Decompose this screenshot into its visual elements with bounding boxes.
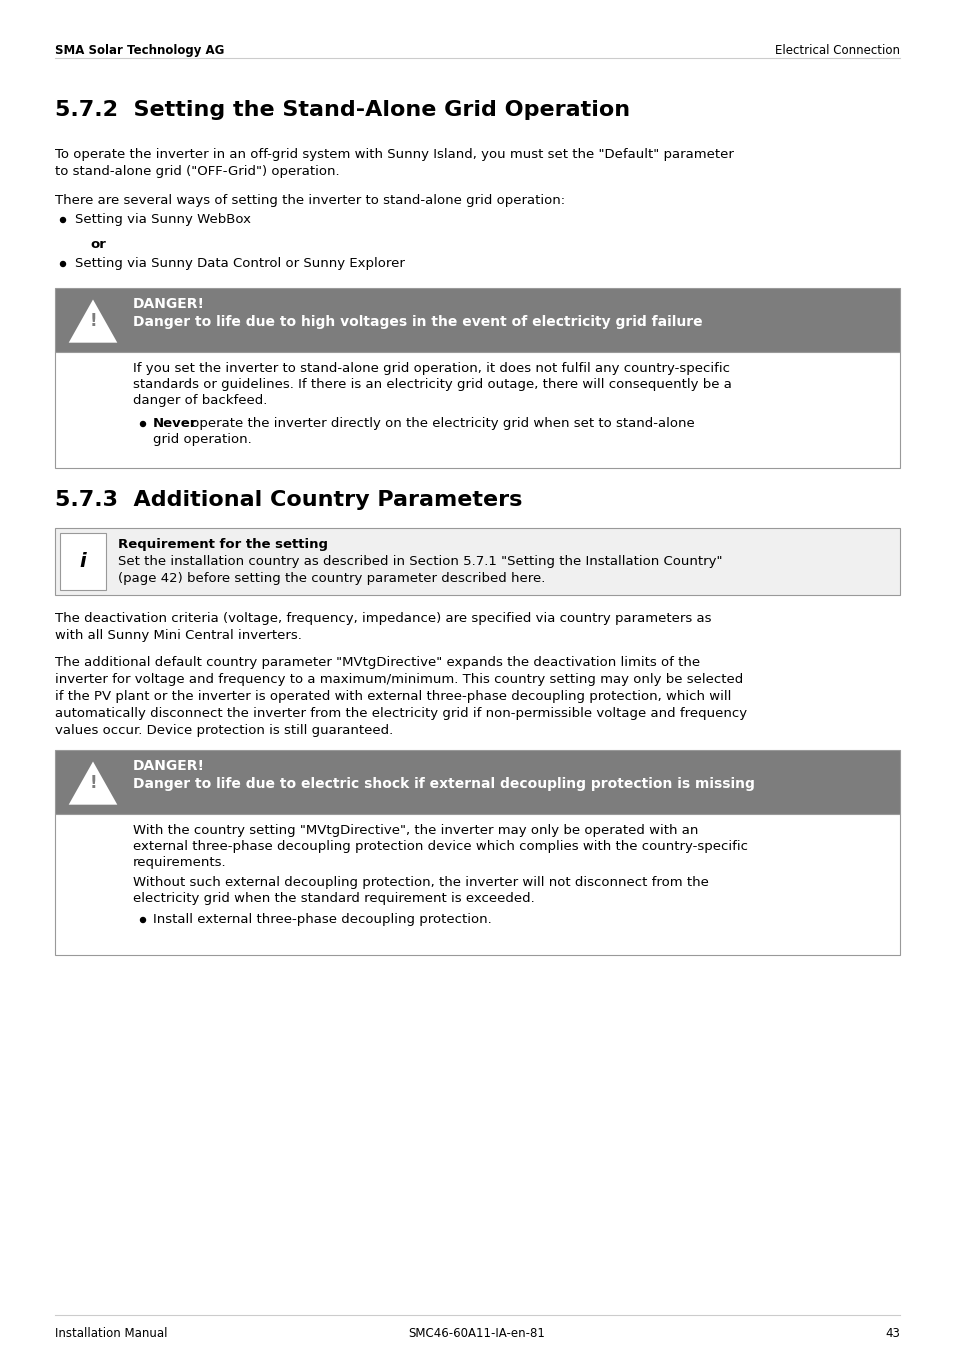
Circle shape [60, 218, 66, 223]
Text: electricity grid when the standard requirement is exceeded.: electricity grid when the standard requi… [132, 892, 535, 904]
Text: DANGER!: DANGER! [132, 297, 205, 311]
Text: Installation Manual: Installation Manual [55, 1328, 168, 1340]
Text: Never: Never [152, 416, 197, 430]
Circle shape [140, 918, 146, 922]
Text: (page 42) before setting the country parameter described here.: (page 42) before setting the country par… [118, 572, 545, 585]
Text: Set the installation country as described in Section 5.7.1 "Setting the Installa: Set the installation country as describe… [118, 556, 721, 568]
Text: DANGER!: DANGER! [132, 758, 205, 773]
Text: !: ! [89, 773, 96, 792]
Text: SMC46-60A11-IA-en-81: SMC46-60A11-IA-en-81 [408, 1328, 545, 1340]
Text: standards or guidelines. If there is an electricity grid outage, there will cons: standards or guidelines. If there is an … [132, 379, 731, 391]
Bar [60, 533, 106, 589]
Text: values occur. Device protection is still guaranteed.: values occur. Device protection is still… [55, 725, 393, 737]
Text: external three-phase decoupling protection device which complies with the countr: external three-phase decoupling protecti… [132, 840, 747, 853]
Text: 43: 43 [884, 1328, 899, 1340]
Polygon shape [69, 761, 117, 804]
Circle shape [60, 261, 66, 266]
Text: i: i [80, 552, 86, 571]
Text: automatically disconnect the inverter from the electricity grid if non-permissib: automatically disconnect the inverter fr… [55, 707, 746, 721]
Text: Setting via Sunny WebBox: Setting via Sunny WebBox [75, 214, 251, 226]
Text: or: or [90, 238, 106, 251]
Bar [55, 352, 899, 468]
Text: Electrical Connection: Electrical Connection [774, 45, 899, 57]
Text: Install external three-phase decoupling protection.: Install external three-phase decoupling … [152, 913, 491, 926]
Text: With the country setting "MVtgDirective", the inverter may only be operated with: With the country setting "MVtgDirective"… [132, 823, 698, 837]
Text: 5.7.2  Setting the Stand-Alone Grid Operation: 5.7.2 Setting the Stand-Alone Grid Opera… [55, 100, 630, 120]
Text: Danger to life due to electric shock if external decoupling protection is missin: Danger to life due to electric shock if … [132, 777, 754, 791]
Text: to stand-alone grid ("OFF-Grid") operation.: to stand-alone grid ("OFF-Grid") operati… [55, 165, 339, 178]
Text: There are several ways of setting the inverter to stand-alone grid operation:: There are several ways of setting the in… [55, 193, 564, 207]
Bar [55, 529, 899, 595]
Bar [55, 288, 899, 352]
Text: operate the inverter directly on the electricity grid when set to stand-alone: operate the inverter directly on the ele… [187, 416, 694, 430]
Text: The deactivation criteria (voltage, frequency, impedance) are specified via coun: The deactivation criteria (voltage, freq… [55, 612, 711, 625]
Text: The additional default country parameter "MVtgDirective" expands the deactivatio: The additional default country parameter… [55, 656, 700, 669]
Text: Without such external decoupling protection, the inverter will not disconnect fr: Without such external decoupling protect… [132, 876, 708, 890]
Text: 5.7.3  Additional Country Parameters: 5.7.3 Additional Country Parameters [55, 489, 522, 510]
Text: with all Sunny Mini Central inverters.: with all Sunny Mini Central inverters. [55, 629, 301, 642]
Text: SMA Solar Technology AG: SMA Solar Technology AG [55, 45, 224, 57]
Text: inverter for voltage and frequency to a maximum/minimum. This country setting ma: inverter for voltage and frequency to a … [55, 673, 742, 685]
Text: if the PV plant or the inverter is operated with external three-phase decoupling: if the PV plant or the inverter is opera… [55, 690, 731, 703]
Text: Requirement for the setting: Requirement for the setting [118, 538, 328, 552]
Bar [55, 750, 899, 814]
Text: Danger to life due to high voltages in the event of electricity grid failure: Danger to life due to high voltages in t… [132, 315, 702, 329]
Circle shape [140, 422, 146, 426]
Bar [55, 814, 899, 955]
Text: To operate the inverter in an off-grid system with Sunny Island, you must set th: To operate the inverter in an off-grid s… [55, 147, 733, 161]
Text: requirements.: requirements. [132, 856, 227, 869]
Text: If you set the inverter to stand-alone grid operation, it does not fulfil any co: If you set the inverter to stand-alone g… [132, 362, 729, 375]
Text: danger of backfeed.: danger of backfeed. [132, 393, 267, 407]
Polygon shape [69, 300, 117, 342]
Text: grid operation.: grid operation. [152, 433, 252, 446]
Text: !: ! [89, 312, 96, 330]
Text: Setting via Sunny Data Control or Sunny Explorer: Setting via Sunny Data Control or Sunny … [75, 257, 404, 270]
